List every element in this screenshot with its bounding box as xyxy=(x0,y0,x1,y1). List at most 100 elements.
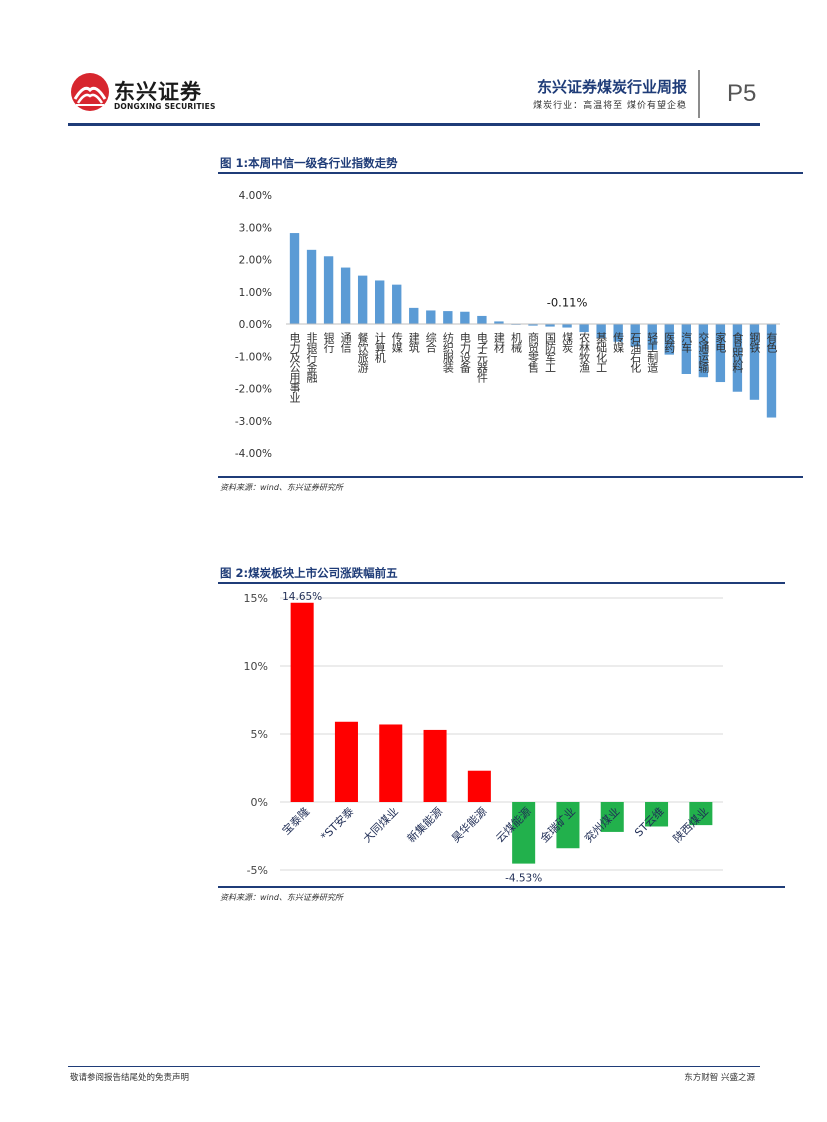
figure2-title: 图 2:煤炭板块上市公司涨跌幅前五 xyxy=(220,566,398,580)
report-title: 东兴证券煤炭行业周报 xyxy=(536,78,687,96)
x-tick-label: 家电 xyxy=(714,331,727,353)
y-tick-label: -3.00% xyxy=(235,416,272,428)
bar xyxy=(630,324,640,347)
bar xyxy=(409,307,419,324)
x-tick-label: 医药 xyxy=(663,332,676,354)
bar xyxy=(379,724,403,802)
data-label: 14.65% xyxy=(282,591,322,603)
bar xyxy=(289,233,300,324)
page-number: P5 xyxy=(727,80,757,107)
header-rule xyxy=(68,123,760,126)
footer-disclaimer: 敬请参阅报告结尾处的免责声明 xyxy=(70,1073,190,1083)
bar xyxy=(600,802,624,832)
x-tick-label: 交通运输 xyxy=(697,331,710,374)
bar xyxy=(375,280,385,324)
figure1-chart: 4.00% 3.00% 2.00% 1.00% 0.00% -1.00% -2.00% -3.… xyxy=(235,190,780,460)
figure1-top-rule xyxy=(218,172,803,174)
y-tick-label: -1.00% xyxy=(235,351,272,363)
bar xyxy=(645,802,669,827)
bar xyxy=(323,256,334,324)
y-tick-label: 1.00% xyxy=(239,287,272,299)
header-divider xyxy=(698,70,700,118)
logo-text-en: DONGXING SECURITIES xyxy=(114,102,216,111)
x-tick-label: 非银行金融 xyxy=(305,332,318,384)
bar xyxy=(306,249,317,324)
bar xyxy=(334,721,358,802)
bar xyxy=(698,324,709,378)
figure2-chart: 15%10%5%0%-5%宝泰隆 *ST安泰 大同煤业 新集能源 昊华能源 云煤能源 金瑞矿… xyxy=(244,591,723,885)
x-tick-label: 大同煤业 xyxy=(360,804,401,845)
x-tick-label: 昊华能源 xyxy=(448,804,489,845)
bar xyxy=(426,310,436,324)
company-logo: 东兴证券 DONGXING SECURITIES xyxy=(70,72,230,116)
bar xyxy=(766,324,777,418)
x-tick-label: 钢铁 xyxy=(748,332,761,353)
bar xyxy=(392,284,402,324)
x-tick-label: 计算机 xyxy=(373,332,386,363)
x-tick-label: 商贸零售 xyxy=(527,331,540,374)
x-tick-label: 建筑 xyxy=(407,331,420,353)
x-tick-label: 机械 xyxy=(509,331,522,354)
figure1-bottom-rule xyxy=(218,476,803,478)
y-tick-label: -5% xyxy=(247,864,268,877)
x-tick-label: 农林牧渔 xyxy=(578,331,591,374)
figure1-source: 资料来源：wind、东兴证券研究所 xyxy=(220,483,343,492)
bar xyxy=(556,802,580,849)
bar xyxy=(732,324,743,392)
bar xyxy=(290,602,314,802)
y-tick-label: -4.00% xyxy=(235,448,272,460)
figure1-title: 图 1:本周中信一级各行业指数走势 xyxy=(220,156,398,170)
bar xyxy=(340,267,351,324)
x-tick-label: 综合 xyxy=(424,331,437,353)
x-tick-label: 通信 xyxy=(339,332,352,354)
bar xyxy=(528,324,538,326)
figure2-source: 资料来源：wind、东兴证券研究所 xyxy=(220,893,343,902)
figure2-top-rule xyxy=(218,582,785,584)
y-tick-label: 3.00% xyxy=(239,222,272,234)
footer-slogan: 东方财智 兴盛之源 xyxy=(684,1073,755,1083)
x-tick-label: 传媒 xyxy=(390,332,403,354)
x-tick-label: 汽车 xyxy=(680,331,693,354)
x-tick-label: 建材 xyxy=(492,331,505,353)
bar xyxy=(579,324,589,333)
x-tick-label: 食品饮料 xyxy=(731,331,744,374)
bar xyxy=(596,324,606,339)
bar xyxy=(664,324,674,355)
y-tick-label: 15% xyxy=(244,592,268,605)
y-tick-label: -2.00% xyxy=(235,384,272,396)
x-tick-label: *ST安泰 xyxy=(318,804,357,843)
bar xyxy=(512,802,536,864)
x-tick-label: 有色 xyxy=(765,331,778,353)
bar xyxy=(613,324,623,342)
logo-text-cn: 东兴证券 xyxy=(114,80,202,104)
bar xyxy=(715,324,726,383)
bar xyxy=(749,324,760,400)
page-header: 东兴证券 DONGXING SECURITIES 东兴证券煤炭行业周报 煤炭行业… xyxy=(0,0,827,130)
bar xyxy=(460,311,470,324)
x-tick-label: 电力设备 xyxy=(458,332,471,374)
data-label: -0.11% xyxy=(547,295,588,309)
x-tick-label: 宝泰隆 xyxy=(279,804,312,837)
x-tick-label: 新集能源 xyxy=(404,804,445,845)
logo-mark-icon xyxy=(71,73,109,111)
x-tick-label: 电力及公用事业 xyxy=(288,332,301,402)
y-tick-label: 0.00% xyxy=(239,319,272,331)
bar xyxy=(443,311,453,324)
y-tick-label: 2.00% xyxy=(239,255,272,267)
bar xyxy=(357,275,368,324)
x-tick-label: 纺织服装 xyxy=(441,331,454,374)
x-tick-label: 轻工制造 xyxy=(646,331,659,373)
figure2-bottom-rule xyxy=(218,886,785,888)
y-tick-label: 4.00% xyxy=(239,190,272,202)
bar xyxy=(681,324,691,374)
x-tick-label: 煤炭 xyxy=(561,332,574,354)
bar xyxy=(562,324,572,328)
y-tick-label: 10% xyxy=(244,660,268,673)
x-tick-label: 传媒 xyxy=(612,332,625,354)
bar xyxy=(477,315,487,324)
y-tick-label: 5% xyxy=(251,728,268,741)
bar xyxy=(689,802,713,826)
x-tick-label: 餐饮旅游 xyxy=(356,331,369,373)
bar xyxy=(545,324,555,327)
x-tick-label: 银行 xyxy=(322,331,335,354)
